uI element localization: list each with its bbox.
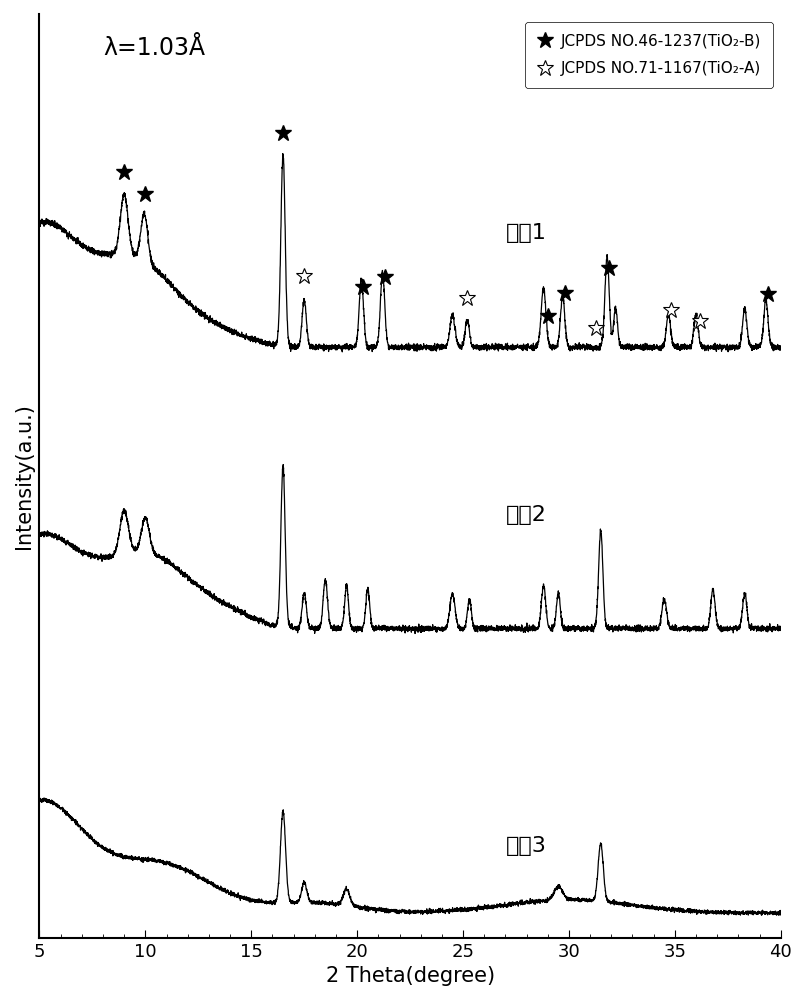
Y-axis label: Intensity(a.u.): Intensity(a.u.) — [14, 403, 34, 549]
Text: 样哈3: 样哈3 — [505, 836, 546, 856]
Legend: JCPDS NO.46-1237(TiO₂-B), JCPDS NO.71-1167(TiO₂-A): JCPDS NO.46-1237(TiO₂-B), JCPDS NO.71-11… — [526, 22, 773, 88]
Text: 样哈1: 样哈1 — [505, 223, 546, 243]
Text: λ=1.03Å: λ=1.03Å — [103, 36, 205, 60]
X-axis label: 2 Theta(degree): 2 Theta(degree) — [326, 966, 495, 986]
Text: 样哈2: 样哈2 — [505, 505, 546, 525]
